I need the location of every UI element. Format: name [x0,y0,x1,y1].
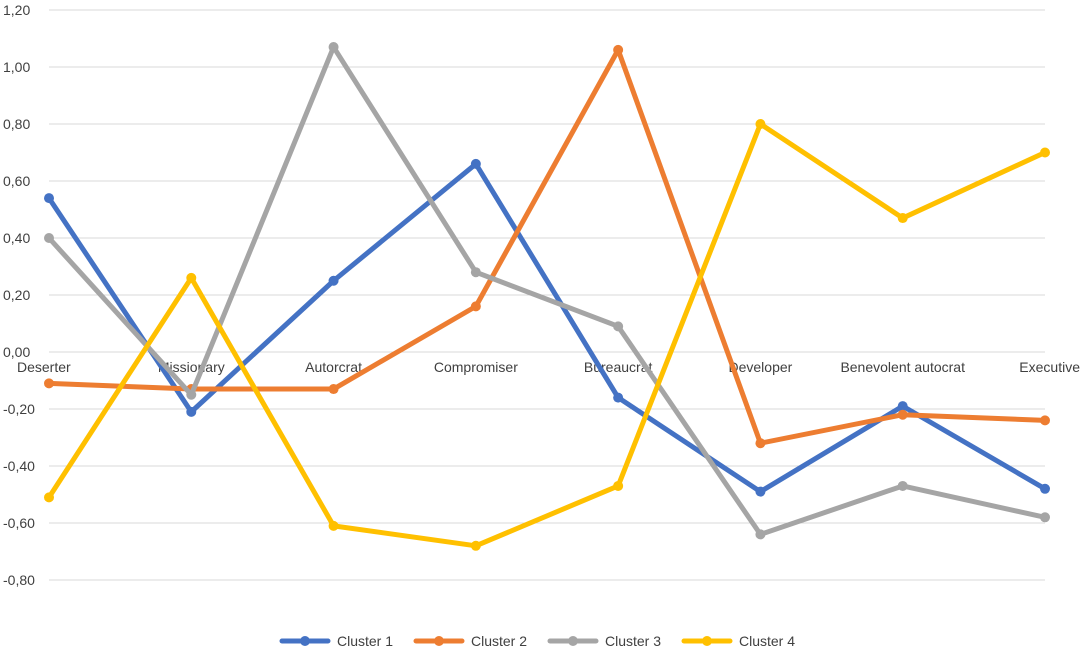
y-tick-label: 0,40 [3,230,30,246]
data-point [44,492,54,503]
y-tick-label: -0,60 [3,515,35,531]
category-label: Compromiser [434,359,518,375]
category-label: Missionary [158,359,225,375]
series-line [46,47,1048,446]
data-point [470,540,481,551]
data-point [328,520,339,531]
legend-swatch-marker [434,636,444,646]
series-3 [44,42,1050,540]
data-point [613,321,624,332]
data-point [1040,512,1050,523]
legend-item: Cluster 1 [279,633,393,649]
data-point [44,233,54,243]
series-1 [44,158,1050,497]
data-point [1040,415,1050,426]
gridlines [49,9,1045,581]
category-label: Autorcrat [305,359,362,375]
y-tick-label: 1,20 [3,2,30,18]
data-point [328,384,339,395]
data-point [755,119,766,129]
legend-swatch-marker [300,636,310,646]
legend-swatch-marker [702,636,712,646]
legend: Cluster 1 Cluster 2 Cluster 3 Cluster 4 [279,633,795,649]
data-point [613,480,624,491]
data-point [755,438,766,449]
data-point [1040,147,1050,158]
legend-label: Cluster 1 [337,633,393,649]
category-label: Benevolent autocrat [840,359,965,375]
y-tick-label: -0,20 [3,401,35,417]
category-label: Executive [1019,359,1080,375]
series-line [46,44,1048,537]
legend-label: Cluster 2 [471,633,527,649]
data-point [897,401,908,412]
data-point [897,213,908,224]
data-point [328,42,339,53]
data-point [755,529,766,540]
data-point [328,275,339,286]
data-point [897,480,908,491]
legend-item: Cluster 4 [681,633,795,649]
y-tick-label: 0,00 [3,344,30,360]
y-tick-label: 0,60 [3,173,30,189]
y-tick-label: 0,80 [3,116,30,132]
data-point [186,272,197,283]
series-line [46,121,1048,549]
legend-swatch-marker [568,636,578,646]
legend-item: Cluster 3 [547,633,661,649]
data-point [613,44,624,55]
y-tick-label: -0,40 [3,458,35,474]
data-point [470,158,481,169]
y-tick-label: 0,20 [3,287,30,303]
series-lines [44,42,1050,551]
category-labels: Deserter Missionary Autorcrat Compromiser Bu… [17,359,1080,375]
y-tick-label: -0,80 [3,572,35,588]
legend-item: Cluster 2 [413,633,527,649]
data-point [44,378,54,389]
legend-label: Cluster 4 [739,633,795,649]
data-point [897,409,908,420]
data-point [186,406,197,417]
data-point [755,486,766,497]
data-point [470,267,481,278]
y-axis-tick-labels: 1,20 1,00 0,80 0,60 0,40 0,20 0,00 -0,20 -0,40 -0… [3,2,35,588]
data-point [470,301,481,312]
category-label: Developer [729,359,793,375]
category-label: Deserter [17,359,71,375]
data-point [1040,483,1050,494]
data-point [44,193,54,204]
legend-label: Cluster 3 [605,633,661,649]
data-point [186,389,197,400]
y-tick-label: 1,00 [3,59,30,75]
series-4 [44,119,1050,551]
data-point [613,392,624,403]
series-2 [44,44,1050,449]
